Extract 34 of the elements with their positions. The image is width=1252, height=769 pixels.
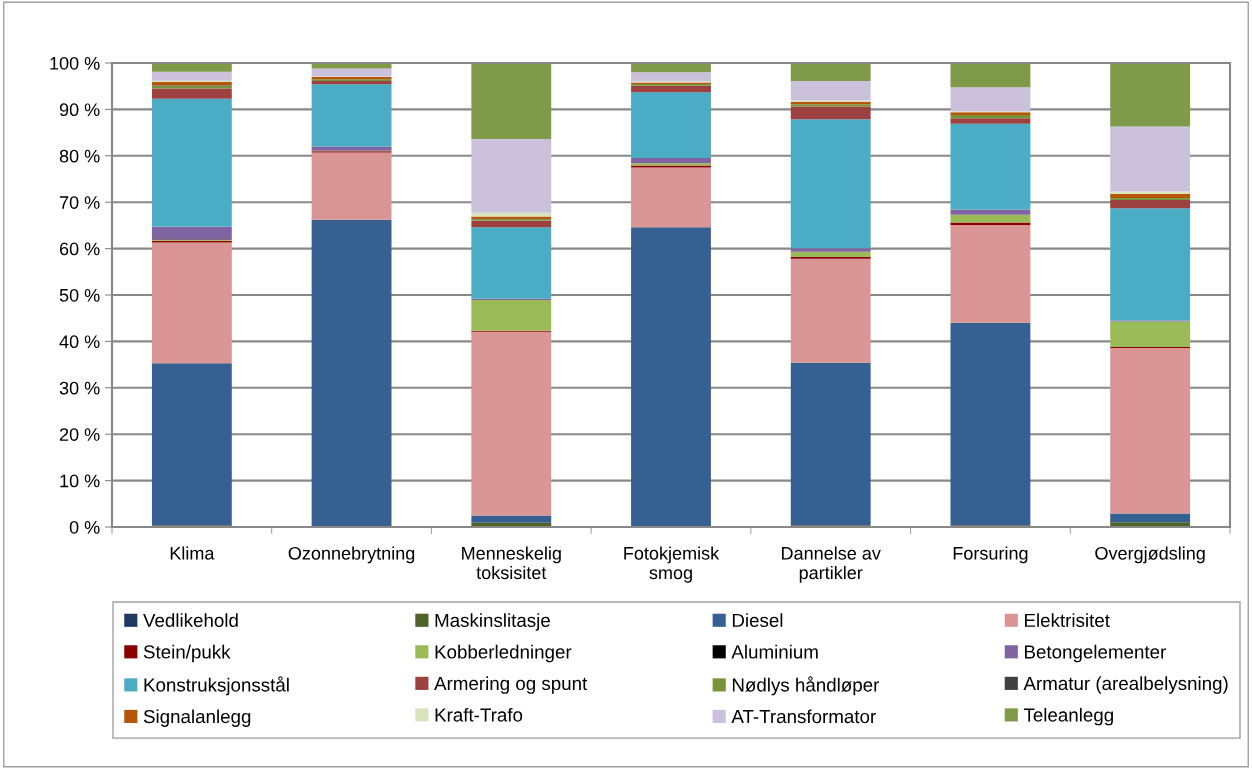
y-tick-label: 80 %	[59, 149, 100, 163]
legend-label: AT-Transformator	[731, 709, 876, 724]
legend-label: Elektrisitet	[1025, 613, 1110, 628]
x-tick-label: Fotokjemisk smog	[624, 546, 720, 583]
x-tick-label: Overgjødsling	[1095, 546, 1205, 564]
legend-label: Maskinslitasje	[435, 613, 550, 631]
y-tick-label: 20 %	[59, 428, 100, 441]
legend-label: Konstruksjonsstål	[144, 676, 289, 696]
legend-label: Kraft-Trafo	[435, 707, 523, 722]
y-tick-label: 50 %	[59, 288, 100, 302]
legend-label: Armatur (arealbelysning)	[1023, 676, 1228, 694]
x-tick-label: Ozonnebrytning	[288, 546, 415, 564]
y-tick-label: 40 %	[59, 335, 100, 349]
legend-label: Vedlikehold	[143, 613, 238, 628]
legend-label: Nødlys håndløper	[732, 676, 880, 696]
y-tick-label: 30 %	[59, 381, 100, 395]
legend-label: Kobberledninger	[435, 644, 572, 663]
legend-label: Armering og spunt	[434, 676, 588, 694]
legend-label: Stein/pukk	[143, 644, 231, 663]
x-tick-label: Klima	[170, 546, 215, 560]
legend-label: Betongelementer	[1025, 644, 1166, 663]
y-tick-label: 70 %	[59, 196, 100, 209]
x-tick-label: Menneskelig toksisitet	[462, 546, 561, 580]
legend-label: Aluminium	[731, 644, 818, 659]
y-tick-label: 90 %	[59, 103, 100, 117]
x-tick-label: Forsuring	[953, 546, 1028, 564]
y-tick-label: 0 %	[69, 520, 100, 534]
x-tick-label: Dannelse av partikler	[782, 546, 881, 583]
legend-label: Diesel	[732, 613, 783, 628]
legend-label: Teleanlegg	[1023, 707, 1113, 726]
y-tick-label: 100 %	[50, 56, 100, 70]
y-tick-label: 60 %	[59, 242, 100, 256]
y-tick-label: 10 %	[60, 474, 100, 488]
legend-label: Signalanlegg	[143, 709, 251, 727]
